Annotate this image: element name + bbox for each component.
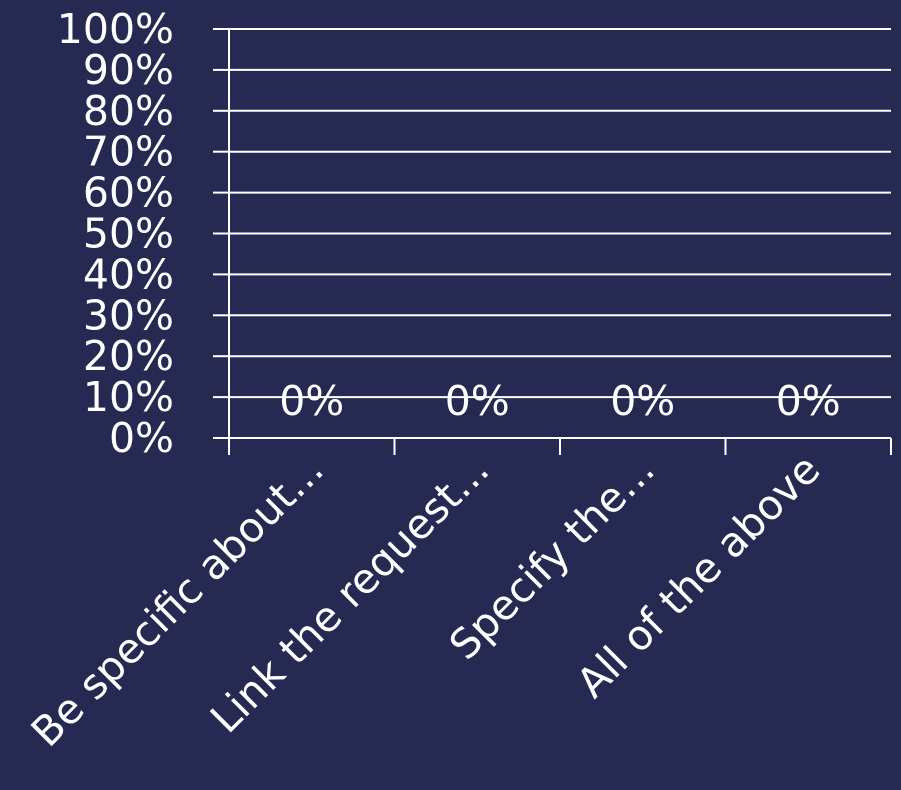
y-tick-label: 70% (83, 128, 174, 176)
y-tick-label: 50% (83, 210, 174, 258)
x-category-label: Link the request... (201, 445, 498, 742)
data-label: 0% (776, 377, 841, 425)
y-tick-label: 90% (83, 46, 174, 94)
y-tick-label: 80% (83, 87, 174, 135)
y-tick-label: 60% (83, 169, 174, 217)
y-tick-label: 10% (83, 373, 174, 421)
y-tick-label: 0% (109, 414, 174, 462)
y-axis-ticks: 0%10%20%30%40%50%60%70%80%90%100% (57, 5, 229, 462)
x-category-label: Be specific about... (22, 445, 333, 756)
gridlines (229, 28, 891, 399)
data-labels: 0% 0% 0% 0% (279, 377, 841, 425)
y-tick-label: 100% (57, 5, 174, 53)
data-label: 0% (445, 377, 510, 425)
y-tick-label: 40% (83, 250, 174, 298)
data-label: 0% (610, 377, 675, 425)
axes (228, 29, 892, 455)
y-tick-label: 20% (83, 332, 174, 380)
y-tick-label: 30% (83, 291, 174, 339)
data-label: 0% (279, 377, 344, 425)
x-axis-labels: Be specific about...Link the request...S… (22, 445, 829, 756)
